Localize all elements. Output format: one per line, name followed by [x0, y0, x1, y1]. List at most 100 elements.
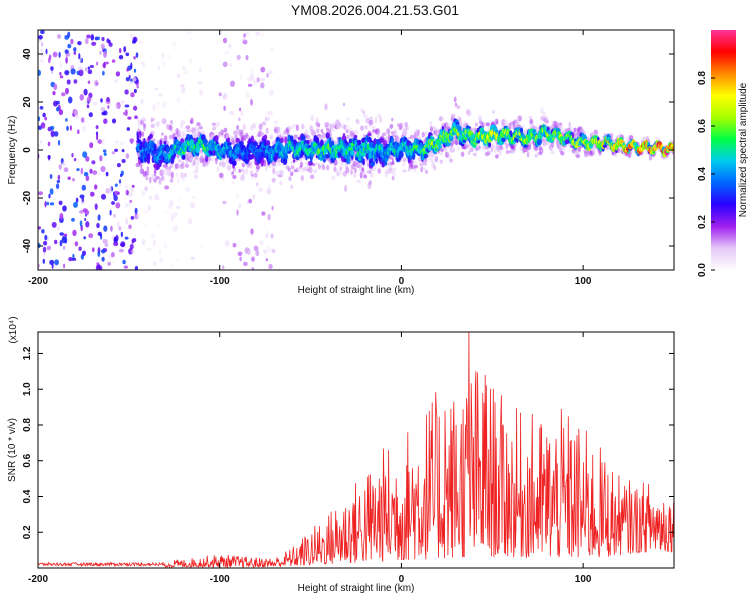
chart-title: YM08.2026.004.21.53.G01: [290, 2, 460, 18]
noise-mark: [115, 71, 121, 77]
noise-mark: [53, 83, 58, 91]
noise-mark: [218, 92, 222, 97]
ridge-mark: [240, 173, 245, 181]
ridge-mark: [232, 160, 237, 166]
ridge-mark: [166, 146, 171, 153]
noise-mark: [133, 88, 137, 94]
noise-mark: [175, 171, 179, 178]
noise-mark: [239, 107, 242, 112]
noise-mark: [56, 106, 60, 112]
noise-mark: [74, 241, 79, 247]
noise-mark: [229, 111, 235, 116]
noise-mark: [248, 198, 253, 204]
ridge-mark: [137, 128, 140, 134]
noise-mark: [65, 56, 68, 64]
noise-mark: [242, 39, 248, 45]
ridge-mark: [560, 151, 565, 156]
ridge-mark: [301, 124, 305, 130]
ridge-mark: [345, 129, 350, 134]
noise-mark: [132, 186, 135, 193]
ridge-mark: [273, 120, 279, 124]
noise-mark: [103, 149, 107, 153]
noise-mark: [246, 30, 250, 34]
noise-mark: [197, 81, 203, 85]
noise-mark: [111, 118, 117, 124]
noise-mark: [172, 211, 178, 218]
ridge-mark: [199, 125, 203, 130]
noise-mark: [114, 190, 118, 196]
ridge-mark: [387, 133, 391, 140]
noise-mark: [149, 195, 152, 200]
noise-mark: [59, 75, 64, 79]
noise-mark: [59, 71, 62, 76]
noise-mark: [260, 33, 264, 38]
ridge-mark: [242, 123, 246, 131]
noise-mark: [109, 209, 112, 216]
ridge-mark: [540, 107, 544, 115]
ridge-mark: [309, 174, 315, 180]
ridge-mark: [523, 144, 528, 148]
noise-mark: [67, 176, 71, 180]
noise-mark: [63, 167, 69, 173]
noise-mark: [49, 188, 54, 195]
noise-mark: [90, 191, 95, 197]
ridge-mark: [354, 129, 359, 137]
ridge-mark: [185, 162, 189, 167]
noise-mark: [49, 259, 55, 265]
noise-mark: [161, 52, 165, 59]
ridge-mark: [368, 120, 374, 125]
ridge-mark: [292, 159, 296, 163]
noise-mark: [130, 92, 135, 98]
ridge-mark: [402, 169, 407, 173]
noise-mark: [252, 79, 257, 86]
noise-mark: [222, 61, 228, 68]
ridge-mark: [446, 151, 450, 155]
ridge-mark: [170, 129, 174, 133]
noise-mark: [124, 202, 129, 208]
noise-mark: [126, 68, 129, 72]
noise-mark: [185, 186, 191, 193]
noise-mark: [98, 172, 101, 177]
ridge-mark: [375, 157, 379, 164]
ridge-mark: [425, 169, 428, 174]
ridge-mark: [391, 176, 395, 181]
ridge-mark: [193, 137, 198, 142]
noise-mark: [101, 36, 105, 42]
ridge-mark: [235, 137, 240, 143]
ridge-mark: [275, 126, 281, 133]
ridge-mark: [205, 155, 209, 163]
ridge-mark: [384, 161, 388, 166]
ridge-mark: [164, 185, 170, 190]
noise-mark: [221, 265, 225, 270]
ridge-mark: [362, 110, 365, 114]
ridge-mark: [440, 148, 444, 152]
noise-mark: [62, 205, 67, 212]
noise-mark: [238, 168, 242, 173]
ridge-mark: [399, 122, 404, 129]
ridge-mark: [261, 158, 265, 164]
noise-mark: [76, 168, 80, 172]
noise-mark: [91, 160, 96, 165]
noise-mark: [271, 205, 274, 211]
ridge-mark: [186, 129, 192, 133]
noise-mark: [40, 140, 43, 144]
ridge-mark: [255, 164, 261, 170]
ridge-mark: [181, 130, 186, 136]
noise-mark: [271, 246, 276, 253]
noise-mark: [163, 209, 167, 214]
ridge-mark: [360, 108, 364, 112]
noise-mark: [81, 184, 87, 191]
noise-mark: [154, 193, 160, 201]
ridge-mark: [528, 115, 533, 120]
ridge-mark: [361, 167, 365, 173]
ridge-mark: [437, 145, 443, 149]
ridge-mark: [296, 124, 299, 132]
noise-mark: [40, 58, 44, 63]
noise-mark: [128, 224, 132, 230]
noise-mark: [82, 125, 86, 132]
noise-mark: [133, 105, 138, 111]
ridge-mark: [179, 135, 182, 140]
noise-mark: [118, 226, 122, 231]
ridge-mark: [517, 115, 523, 122]
noise-mark: [42, 258, 45, 264]
